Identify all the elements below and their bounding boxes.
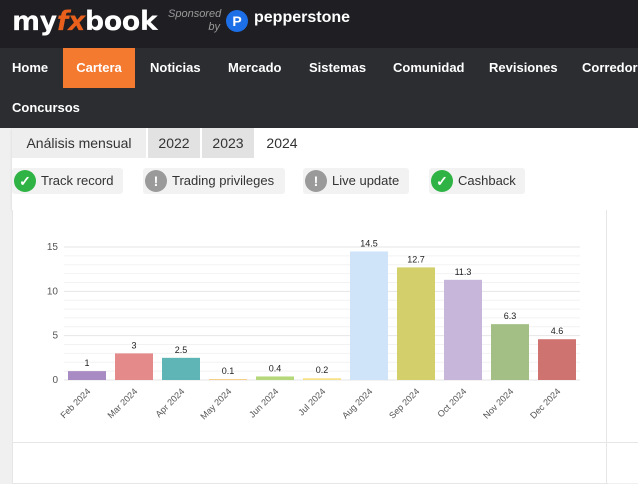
bar-value-label: 4.6: [551, 326, 564, 336]
bar-value-label: 14.5: [360, 238, 378, 248]
nav-item-comunidad[interactable]: Comunidad: [393, 60, 465, 75]
tab-title: Análisis mensual: [12, 128, 146, 158]
y-tick-label: 15: [47, 242, 59, 253]
bar-value-label: 0.2: [316, 365, 329, 375]
badge-cashback[interactable]: ✓ Cashback: [429, 168, 525, 194]
x-tick-label: Feb 2024: [58, 386, 92, 420]
y-tick-label: 0: [52, 375, 58, 386]
side-panel: [606, 210, 638, 483]
badge-trading-privileges[interactable]: ! Trading privileges: [143, 168, 285, 194]
logo-prefix: my: [12, 6, 57, 37]
x-tick-label: Jun 2024: [247, 386, 280, 419]
sponsored-label: Sponsored by: [168, 8, 222, 34]
x-tick-label: Mar 2024: [105, 386, 139, 420]
badge-label: Trading privileges: [172, 173, 275, 188]
nav-item-revisiones[interactable]: Revisiones: [489, 60, 558, 75]
panel-divider: [13, 442, 607, 443]
check-icon: ✓: [14, 170, 36, 192]
badge-label: Live update: [332, 173, 400, 188]
bar: [538, 339, 576, 380]
myfxbook-logo[interactable]: myfxbook: [12, 6, 158, 37]
x-tick-label: Oct 2024: [436, 386, 469, 419]
main-nav: Home Cartera Noticias Mercado Sistemas C…: [0, 48, 638, 128]
logo-fx: fx: [56, 6, 86, 37]
logo-suffix: book: [84, 6, 158, 37]
bar-value-label: 0.1: [222, 366, 235, 376]
bar: [115, 353, 153, 380]
sponsored-line-2: by: [208, 21, 220, 33]
x-tick-label: Jul 2024: [296, 386, 327, 417]
bar: [491, 324, 529, 380]
nav-item-concursos[interactable]: Concursos: [12, 100, 80, 115]
bar: [303, 378, 341, 380]
tab-2022[interactable]: 2022: [148, 128, 200, 158]
tabs-bar: Análisis mensual 2022 2023 2024: [12, 128, 638, 158]
pepperstone-icon[interactable]: P: [226, 10, 248, 32]
pepperstone-name[interactable]: pepperstone: [254, 9, 351, 26]
exclamation-icon: !: [145, 170, 167, 192]
sponsored-line-1: Sponsored: [168, 8, 222, 20]
x-tick-label: Sep 2024: [387, 386, 421, 420]
x-tick-label: Aug 2024: [340, 386, 374, 420]
bar-value-label: 11.3: [455, 267, 472, 277]
bar: [68, 371, 106, 380]
bar-value-label: 12.7: [407, 254, 425, 264]
nav-item-mercado[interactable]: Mercado: [228, 60, 282, 75]
check-icon: ✓: [431, 170, 453, 192]
status-badges: ✓ Track record ! Trading privileges ! Li…: [12, 160, 638, 208]
nav-item-home[interactable]: Home: [12, 60, 49, 75]
y-tick-label: 5: [52, 331, 58, 342]
nav-item-corredores[interactable]: Corredores: [582, 60, 638, 75]
nav-item-noticias[interactable]: Noticias: [150, 60, 201, 75]
badge-label: Cashback: [458, 173, 516, 188]
side-panel-divider: [607, 442, 638, 443]
bar-value-label: 2.5: [175, 345, 188, 355]
bar-value-label: 6.3: [504, 311, 517, 321]
bar: [209, 379, 247, 380]
bar: [397, 267, 435, 380]
tab-2024[interactable]: 2024: [256, 128, 308, 158]
x-tick-label: Apr 2024: [154, 386, 187, 419]
bar-value-label: 3: [131, 340, 136, 350]
nav-item-cartera[interactable]: Cartera: [63, 48, 135, 88]
bar: [350, 251, 388, 380]
top-bar: myfxbook Sponsored by P pepperstone: [0, 0, 638, 48]
exclamation-icon: !: [305, 170, 327, 192]
badge-label: Track record: [41, 173, 114, 188]
monthly-analysis-card: Análisis mensual 2022 2023 2024 ✓ Track …: [12, 128, 638, 210]
badge-track-record[interactable]: ✓ Track record: [12, 168, 123, 194]
bar: [444, 279, 482, 380]
bar: [162, 357, 200, 380]
y-tick-label: 10: [47, 286, 59, 297]
bar: [256, 376, 294, 380]
nav-item-sistemas[interactable]: Sistemas: [309, 60, 367, 75]
bar-value-label: 1: [84, 358, 89, 368]
x-tick-label: Dec 2024: [528, 386, 562, 420]
x-tick-label: Nov 2024: [481, 386, 515, 420]
badge-live-update[interactable]: ! Live update: [303, 168, 409, 194]
bar-value-label: 0.4: [269, 363, 282, 373]
x-tick-label: May 2024: [198, 386, 233, 421]
tab-2023[interactable]: 2023: [202, 128, 254, 158]
